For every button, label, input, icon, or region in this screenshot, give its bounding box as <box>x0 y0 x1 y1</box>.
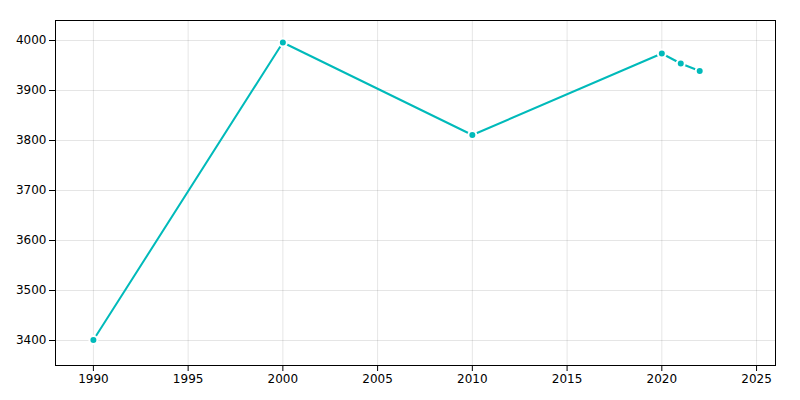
svg-text:4000: 4000 <box>16 33 47 47</box>
svg-text:3800: 3800 <box>16 133 47 147</box>
svg-text:3600: 3600 <box>16 233 47 247</box>
svg-text:3500: 3500 <box>16 283 47 297</box>
svg-text:2025: 2025 <box>741 372 772 386</box>
svg-text:3900: 3900 <box>16 83 47 97</box>
svg-text:2000: 2000 <box>268 372 299 386</box>
svg-text:1995: 1995 <box>173 372 204 386</box>
svg-text:3400: 3400 <box>16 333 47 347</box>
svg-text:2020: 2020 <box>647 372 678 386</box>
svg-text:2015: 2015 <box>552 372 583 386</box>
svg-text:3700: 3700 <box>16 183 47 197</box>
svg-text:2005: 2005 <box>362 372 393 386</box>
svg-text:1990: 1990 <box>78 372 109 386</box>
svg-text:2010: 2010 <box>457 372 488 386</box>
